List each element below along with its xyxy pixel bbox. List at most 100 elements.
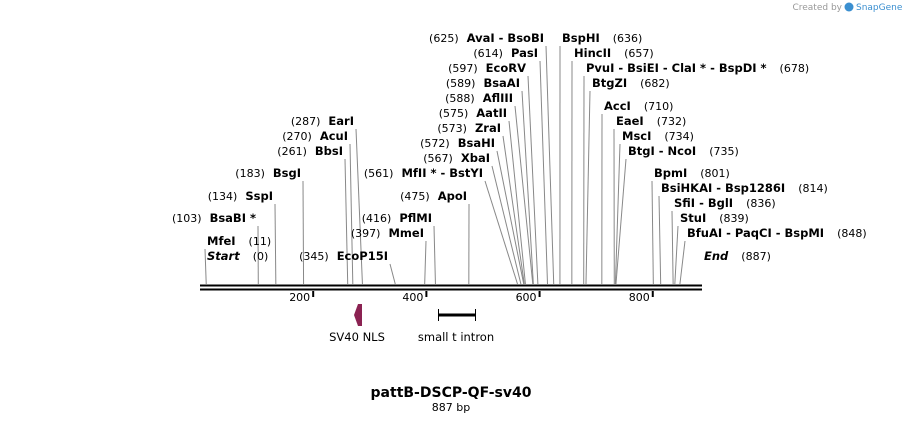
site-connector xyxy=(651,180,654,285)
site-name[interactable]: BbsI xyxy=(315,144,343,158)
site-position: (801) xyxy=(700,167,730,180)
site-position: (575) xyxy=(439,107,469,120)
small-t-intron-bar[interactable] xyxy=(438,313,476,317)
site-position: (397) xyxy=(351,227,381,240)
site-connector xyxy=(433,225,436,285)
site-connectors xyxy=(204,45,686,285)
site-position: (11) xyxy=(249,235,272,248)
site-connector xyxy=(484,180,518,285)
feature-label-sv40-nls: SV40 NLS xyxy=(329,330,385,344)
site-position: (183) xyxy=(235,167,265,180)
site-position: (625) xyxy=(429,32,459,45)
credit-brand: SnapGene xyxy=(856,3,902,13)
site-connector xyxy=(274,203,277,285)
site-position: (734) xyxy=(664,130,694,143)
site-connector xyxy=(389,263,396,285)
site-connector xyxy=(496,150,525,285)
site-name[interactable]: XbaI xyxy=(461,151,490,165)
site-name[interactable]: BspHI xyxy=(562,31,600,45)
site-position: (287) xyxy=(291,115,321,128)
site-connector xyxy=(302,180,305,285)
site-position: (572) xyxy=(420,137,450,150)
site-name[interactable]: BtgZI xyxy=(592,76,627,90)
site-position: (732) xyxy=(657,115,687,128)
site-name[interactable]: MfII * - BstYI xyxy=(401,166,483,180)
site-connector xyxy=(514,105,534,285)
site-name[interactable]: BpmI xyxy=(654,166,687,180)
site-name[interactable]: HincII xyxy=(574,46,611,60)
ruler-ticks: 200 400 600 800 xyxy=(289,291,654,304)
site-name[interactable]: BsaHI xyxy=(458,136,495,150)
site-position: (836) xyxy=(746,197,776,210)
site-name[interactable]: EaeI xyxy=(616,114,644,128)
site-name[interactable]: EcoP15I xyxy=(337,249,388,263)
site-name[interactable]: End xyxy=(704,249,729,263)
sv40-nls-arrow[interactable] xyxy=(354,304,362,326)
site-connector xyxy=(344,158,349,285)
site-position: (678) xyxy=(780,62,810,75)
site-position: (475) xyxy=(400,190,430,203)
site-position: (561) xyxy=(364,167,394,180)
site-name[interactable]: ApoI xyxy=(438,189,467,203)
site-name[interactable]: BsiHKAI - Bsp1286I xyxy=(661,181,785,195)
site-name[interactable]: MmeI xyxy=(388,226,424,240)
site-name[interactable]: ZraI xyxy=(475,121,501,135)
site-name[interactable]: AatII xyxy=(476,106,507,120)
site-name[interactable]: StuI xyxy=(680,211,706,225)
site-connector xyxy=(527,75,539,285)
site-name[interactable]: MscI xyxy=(622,129,651,143)
sequence-backbone xyxy=(200,284,702,291)
site-name[interactable]: BsaAI xyxy=(483,76,520,90)
ruler-tick-label: 400 xyxy=(402,291,423,304)
site-position: (573) xyxy=(437,122,467,135)
site-name[interactable]: SspI xyxy=(245,189,273,203)
ruler-tick-label: 200 xyxy=(289,291,310,304)
site-name[interactable]: BfuAI - PaqCI - BspMI xyxy=(687,226,824,240)
site-labels: Start (0) MfeI (11) BsaBI * (103) SspI (134) Bsg… xyxy=(172,31,867,263)
site-position: (589) xyxy=(446,77,476,90)
site-position: (814) xyxy=(798,182,828,195)
site-connector xyxy=(508,120,526,285)
site-connector xyxy=(521,90,534,285)
site-connector xyxy=(349,143,354,285)
site-name[interactable]: PvuI - BsiEI - ClaI * - BspDI * xyxy=(586,61,767,75)
credit-prefix: Created by xyxy=(792,3,842,13)
ruler-tick-label: 800 xyxy=(629,291,650,304)
site-connector xyxy=(674,225,679,285)
site-position: (848) xyxy=(837,227,867,240)
site-name[interactable]: EcoRV xyxy=(486,61,526,75)
site-name[interactable]: AvaI - BsoBI xyxy=(467,31,544,45)
site-position: (416) xyxy=(362,212,392,225)
site-connector xyxy=(679,240,686,285)
site-position: (710) xyxy=(644,100,674,113)
site-name[interactable]: AcuI xyxy=(320,129,348,143)
site-position: (261) xyxy=(277,145,307,158)
site-name[interactable]: BsgI xyxy=(273,166,301,180)
site-name[interactable]: AflIII xyxy=(483,91,513,105)
site-name[interactable]: AccI xyxy=(604,99,631,113)
site-connector xyxy=(615,158,627,285)
site-name[interactable]: BsaBI * xyxy=(210,211,256,225)
site-name[interactable]: BtgI - NcoI xyxy=(628,144,696,158)
site-position: (887) xyxy=(741,250,771,263)
site-name[interactable]: SfiI - BglI xyxy=(674,196,733,210)
site-position: (0) xyxy=(253,250,269,263)
site-name[interactable]: PasI xyxy=(511,46,538,60)
site-name[interactable]: PflMI xyxy=(399,211,432,225)
sequence-length-label: 887 bp xyxy=(432,401,470,414)
site-position: (682) xyxy=(640,77,670,90)
ruler-tick-label: 600 xyxy=(516,291,537,304)
site-name[interactable]: Start xyxy=(207,249,240,263)
site-connector xyxy=(539,60,548,285)
snapgene-logo-icon xyxy=(844,2,854,12)
site-connector xyxy=(671,210,674,285)
site-connector xyxy=(502,135,525,285)
site-name[interactable]: MfeI xyxy=(207,234,236,248)
site-position: (839) xyxy=(719,212,749,225)
site-position: (567) xyxy=(423,152,453,165)
site-name[interactable]: EarI xyxy=(328,114,354,128)
site-connector xyxy=(658,195,662,285)
site-connector xyxy=(614,143,621,285)
site-position: (103) xyxy=(172,212,202,225)
